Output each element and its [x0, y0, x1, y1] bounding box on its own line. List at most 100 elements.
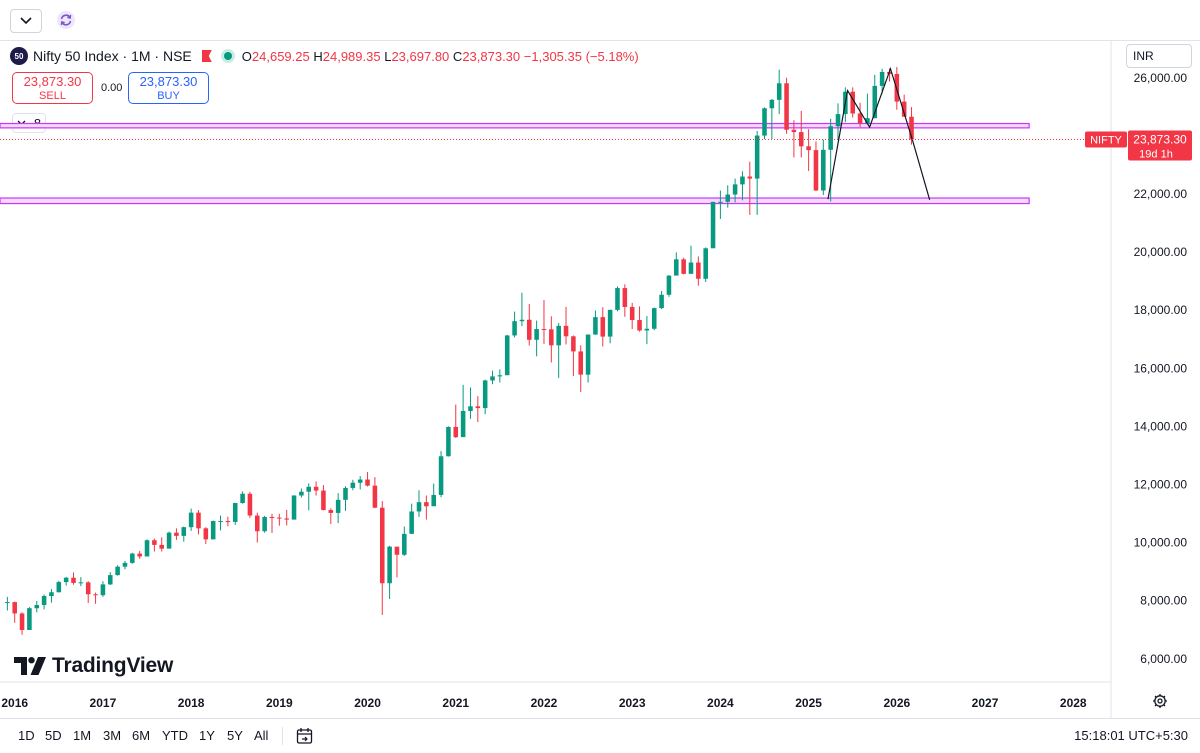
candle-body	[747, 176, 753, 179]
candle-body	[431, 494, 436, 507]
range-6m-button[interactable]: 6M	[132, 728, 151, 743]
candle	[152, 538, 157, 552]
candle-body	[255, 515, 260, 532]
candle	[166, 531, 172, 549]
zone-rectangle	[0, 122, 1030, 129]
candle-body	[901, 101, 907, 117]
candle	[387, 545, 392, 599]
candle-body	[615, 288, 620, 310]
price-tick-label: 10,000.00	[1134, 536, 1188, 550]
legend-separator: ·	[118, 48, 132, 64]
candle	[556, 322, 561, 378]
candle-body	[218, 521, 223, 523]
candle-body	[821, 149, 826, 191]
candle	[600, 307, 606, 347]
candle	[519, 292, 525, 327]
candle-body	[718, 201, 723, 203]
range-ytd-button[interactable]: YTD	[162, 728, 188, 743]
candle-body	[784, 83, 789, 130]
candle	[313, 481, 319, 496]
candle-body	[100, 584, 106, 596]
candle-body	[732, 184, 738, 195]
candle	[776, 69, 782, 115]
price-tick-label: 18,000.00	[1134, 303, 1188, 317]
candle-body	[607, 309, 613, 337]
candle-body	[703, 248, 708, 279]
range-5d-button[interactable]: 5D	[45, 728, 62, 743]
candle-body	[446, 426, 451, 457]
time-axis[interactable]: 2016 2017 2018 2019 2020 2021 2022 2023 2024 2025…	[0, 681, 1111, 710]
range-1y-button[interactable]: 1Y	[199, 728, 215, 743]
pattern-drawing[interactable]	[827, 66, 931, 200]
candle	[446, 426, 451, 457]
currency-selector[interactable]: INR	[1126, 44, 1192, 68]
candle	[696, 256, 701, 286]
range-1d-button[interactable]: 1D	[18, 728, 35, 743]
candle-body	[453, 426, 459, 438]
candle-body	[725, 194, 731, 202]
candle-body	[504, 335, 510, 376]
candle-body	[144, 540, 150, 557]
layout-dropdown-button[interactable]	[10, 9, 42, 33]
candle-body	[549, 329, 554, 346]
price-axis[interactable]: 6,000.00 8,000.00 10,000.00 12,000.00 14,000…	[1110, 40, 1188, 718]
tradingview-logo[interactable]: TradingView	[14, 654, 173, 678]
support-resistance-zones[interactable]	[0, 122, 1030, 205]
symbol-tag-label: NIFTY	[1090, 135, 1122, 147]
range-all-button[interactable]: All	[254, 728, 269, 743]
candle-body	[754, 135, 760, 179]
candle-body	[350, 482, 356, 488]
top-toolbar	[0, 0, 1200, 41]
candle	[137, 550, 142, 559]
candle	[534, 320, 539, 357]
candle-body	[600, 317, 606, 337]
clock-timezone[interactable]: 15:18:01 UTC+5:30	[1074, 728, 1188, 743]
candle	[865, 93, 870, 125]
candle-body	[519, 319, 525, 322]
symbol-name[interactable]: Nifty 50 Index	[33, 48, 119, 64]
range-3m-button[interactable]: 3M	[103, 728, 122, 743]
candle-body	[791, 129, 797, 133]
refresh-icon	[57, 11, 75, 29]
buy-price: 23,873.30	[139, 74, 198, 89]
candle	[651, 307, 657, 331]
candle	[5, 596, 10, 611]
candle-body	[585, 334, 591, 375]
candle-body	[497, 375, 503, 377]
candle	[394, 546, 400, 578]
candle-body	[526, 319, 532, 340]
candle	[468, 387, 473, 419]
price-tick-label: 6,000.00	[1140, 652, 1187, 666]
candle	[232, 502, 238, 525]
gear-icon[interactable]	[1152, 693, 1168, 709]
price-tick-label: 16,000.00	[1134, 361, 1188, 375]
candle-body	[291, 495, 297, 520]
candle	[607, 309, 613, 344]
price-chart[interactable]: 6,000.00 8,000.00 10,000.00 12,000.00 14,000…	[0, 0, 1200, 718]
interval-label[interactable]: 1M	[131, 48, 151, 64]
candle-body	[299, 491, 304, 496]
candle	[196, 510, 201, 535]
exchange-label: NSE	[162, 48, 192, 64]
replay-button[interactable]	[56, 10, 76, 30]
brand-name: TradingView	[52, 654, 174, 677]
sell-button[interactable]: 23,873.30 SELL	[12, 72, 93, 104]
ohlc-values: O24,659.25 H24,989.35 L23,697.80 C23,873…	[242, 49, 639, 64]
candle-body	[850, 91, 855, 114]
candle	[629, 302, 635, 330]
range-1m-button[interactable]: 1M	[73, 728, 92, 743]
calendar-icon[interactable]	[295, 726, 315, 746]
buy-button[interactable]: 23,873.30 BUY	[128, 72, 209, 104]
symbol-legend: 50 Nifty 50 Index · 1M · NSE O24,659.25 …	[10, 46, 639, 66]
candle-body	[269, 516, 275, 518]
candle-body	[857, 113, 863, 124]
candle	[306, 483, 312, 511]
candle-body	[335, 499, 341, 513]
candle	[174, 528, 179, 540]
candle	[284, 510, 289, 526]
range-5y-button[interactable]: 5Y	[227, 728, 243, 743]
flag-icon[interactable]	[201, 50, 212, 62]
candle-body	[49, 592, 54, 597]
candle	[549, 316, 554, 363]
candle	[416, 490, 422, 517]
